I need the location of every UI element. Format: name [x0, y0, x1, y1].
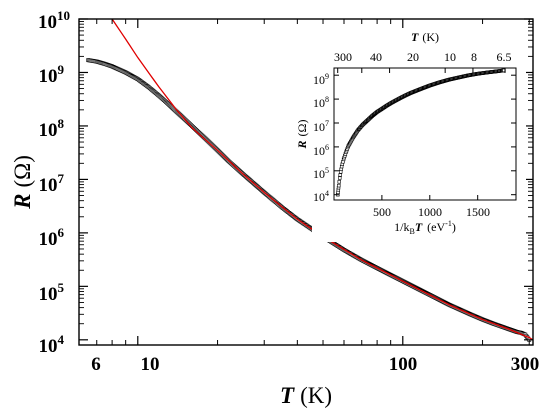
main-y-tick-base: 10 [38, 12, 57, 33]
inset-y-tick-base: 10 [313, 167, 325, 181]
inset-data-point [337, 183, 341, 188]
main-y-tick-base: 10 [39, 336, 58, 357]
inset-top-axis-title: T (K) [411, 30, 439, 44]
main-y-tick-label: 106 [39, 225, 65, 250]
inset-plot-frame [333, 67, 517, 201]
main-y-tick-base: 10 [39, 284, 58, 305]
main-y-axis-title: R (Ω) [10, 155, 35, 210]
inset-y-tick-base: 10 [313, 120, 325, 134]
main-y-tick-label: 105 [39, 280, 65, 305]
inset-y-tick-exp: 8 [325, 95, 329, 104]
inset-x-axis-unit: (eV [427, 220, 445, 234]
main-y-axis-unit: (Ω) [10, 155, 35, 187]
main-x-axis-title: T (K) [280, 383, 332, 408]
inset-data-series [336, 68, 506, 197]
main-plot: 6 10 100 300 104 105 106 107 108 109 101… [10, 8, 539, 408]
main-minor-ticks [79, 19, 533, 345]
main-y-tick-base: 10 [39, 120, 58, 141]
inset-x-axis-base: 1/k [394, 220, 409, 234]
main-y-tick-label: 108 [39, 116, 65, 141]
inset-y-tick-label: 109 [313, 72, 329, 87]
inset-top-tick-label: 40 [370, 50, 382, 64]
main-y-tick-label: 1010 [38, 8, 70, 33]
main-y-tick-exp: 6 [58, 225, 65, 240]
inset-data-point [337, 180, 341, 184]
inset-y-axis-title: R (Ω) [295, 120, 309, 150]
main-y-tick-base: 10 [39, 175, 58, 196]
inset-ticks [334, 68, 516, 200]
inset-top-tick-labels: 300 40 20 10 8 6.5 [334, 50, 512, 64]
inset-data-point [338, 173, 342, 177]
main-x-tick-labels: 6 10 100 300 [91, 354, 539, 375]
main-x-tick-label: 10 [141, 354, 160, 375]
inset-data-point [338, 176, 342, 180]
inset-y-tick-base: 10 [313, 73, 325, 87]
inset-y-tick-base: 10 [313, 190, 325, 204]
inset-y-tick-exp: 9 [325, 72, 329, 81]
inset-x-tick-labels: 500 1000 1500 [373, 205, 490, 219]
inset-y-tick-label: 107 [313, 119, 329, 134]
inset-y-tick-labels: 104 105 106 107 108 109 [313, 72, 329, 204]
inset-top-axis-unit: (K) [422, 30, 439, 44]
main-y-tick-labels: 104 105 106 107 108 109 1010 [38, 8, 70, 357]
inset-x-axis-var: T [415, 220, 423, 234]
inset-y-axis-var: R [295, 140, 309, 149]
inset-y-tick-exp: 6 [325, 143, 329, 152]
inset-background [312, 28, 526, 242]
inset-y-tick-label: 105 [313, 166, 329, 181]
main-y-axis-var: R [10, 194, 35, 210]
inset-x-tick-label: 500 [373, 205, 391, 219]
main-y-tick-exp: 5 [58, 280, 65, 295]
main-x-tick-label: 6 [91, 354, 101, 375]
inset-x-axis-sub: B [409, 227, 414, 236]
inset-y-tick-label: 108 [313, 95, 329, 110]
inset-x-tick-label: 1000 [418, 205, 442, 219]
inset-top-tick-label: 10 [444, 50, 456, 64]
main-y-tick-exp: 10 [57, 8, 70, 23]
inset-top-tick-label: 8 [471, 50, 477, 64]
inset-y-tick-label: 104 [313, 189, 329, 204]
inset-top-tick-label: 300 [334, 50, 352, 64]
inset-y-tick-exp: 4 [325, 189, 329, 198]
inset-x-axis-unit-exp: -1 [445, 219, 452, 228]
main-y-tick-label: 109 [39, 62, 65, 87]
inset-y-tick-label: 106 [313, 143, 329, 158]
main-y-tick-exp: 8 [58, 116, 65, 131]
inset-x-axis-unit-close: ) [452, 220, 456, 234]
inset-x-axis-title: 1/kBT (eV-1) [394, 219, 456, 236]
main-y-tick-exp: 4 [58, 332, 65, 347]
inset-x-tick-label: 1500 [466, 205, 490, 219]
inset-plot: T (K) 300 40 20 10 8 6.5 500 1000 1500 10… [295, 28, 526, 242]
inset-top-axis-var: T [411, 30, 419, 44]
inset-top-tick-label: 6.5 [497, 50, 512, 64]
main-y-tick-exp: 9 [58, 62, 65, 77]
main-y-tick-base: 10 [39, 66, 58, 87]
main-y-tick-exp: 7 [58, 171, 65, 186]
main-y-tick-base: 10 [39, 229, 58, 250]
inset-y-tick-base: 10 [313, 144, 325, 158]
main-y-tick-label: 107 [39, 171, 65, 196]
inset-y-tick-base: 10 [313, 96, 325, 110]
main-x-tick-label: 100 [389, 354, 418, 375]
inset-top-tick-label: 20 [407, 50, 419, 64]
inset-y-tick-exp: 7 [325, 119, 329, 128]
inset-y-axis-unit: (Ω) [295, 120, 309, 137]
main-x-axis-unit: (K) [300, 383, 332, 408]
inset-y-tick-exp: 5 [325, 166, 329, 175]
inset-data-layer [336, 68, 506, 197]
main-x-tick-label: 300 [511, 354, 540, 375]
main-y-tick-label: 104 [39, 332, 65, 357]
main-x-axis-var: T [280, 383, 295, 408]
